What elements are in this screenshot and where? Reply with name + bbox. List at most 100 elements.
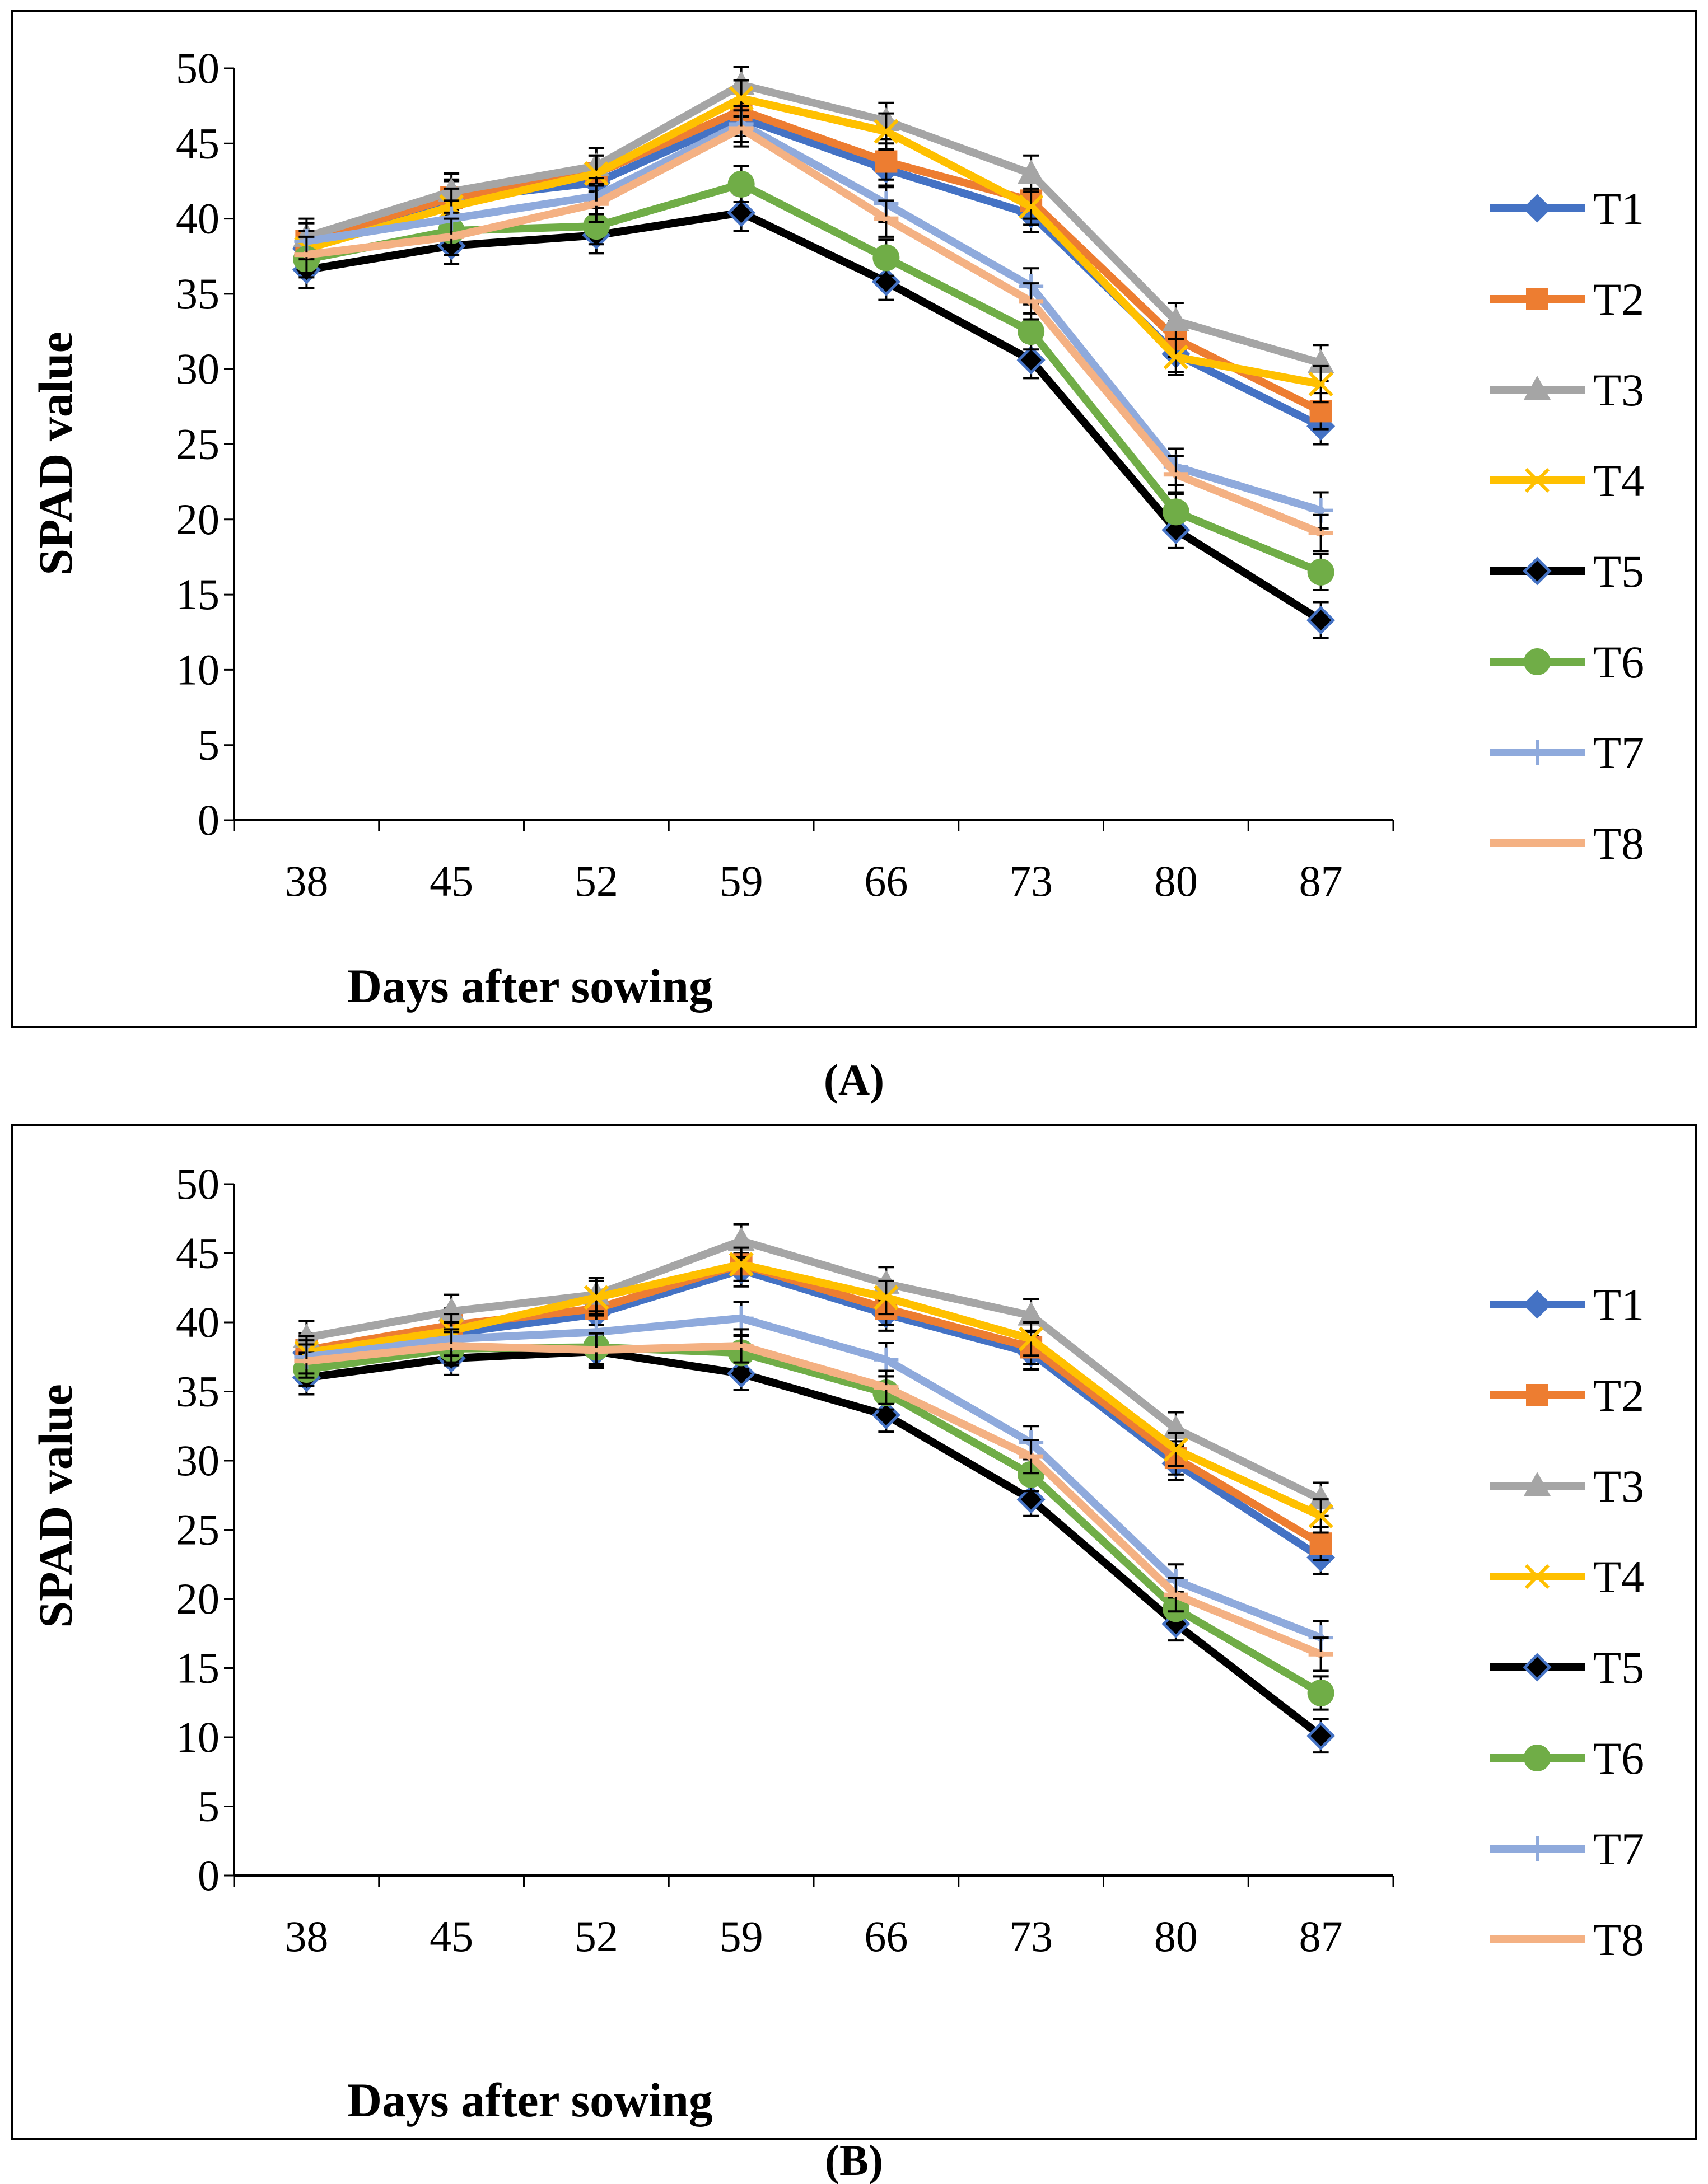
legend-marker — [1526, 288, 1548, 310]
y-tick-label: 30 — [176, 344, 220, 393]
x-tick-label: 87 — [1299, 1912, 1343, 1961]
series-T4-point — [1019, 194, 1044, 219]
panel-a-caption: (A) — [824, 1055, 884, 1104]
y-tick-label: 0 — [198, 796, 220, 844]
legend-label: T2 — [1593, 1370, 1644, 1421]
series-T5-point — [1306, 1721, 1336, 1751]
y-tick-label: 15 — [176, 570, 220, 619]
legend-entry-T3: T3 — [1490, 1461, 1644, 1512]
series-T4-point — [1163, 344, 1189, 370]
series-T3-point — [1018, 160, 1045, 184]
y-tick-label: 5 — [198, 1782, 220, 1831]
series-T5-point — [1306, 606, 1336, 635]
series-T4-point — [1163, 1437, 1189, 1462]
legend-label: T8 — [1593, 1914, 1644, 1965]
legend-marker — [1523, 194, 1552, 223]
panel-a-frame — [11, 10, 1697, 1028]
legend-marker — [1524, 648, 1551, 675]
y-tick-label: 5 — [198, 721, 220, 769]
legend-entry-T6: T6 — [1490, 1733, 1644, 1784]
legend-label: T3 — [1593, 1461, 1644, 1512]
y-tick-label: 15 — [176, 1644, 220, 1692]
series-T4-point — [584, 1285, 609, 1310]
panel-a: Days after sowing SPAD value 0 5 10 15 20 25 3… — [11, 10, 1697, 1028]
series-T4-point — [1308, 371, 1333, 397]
series-T4 — [294, 1246, 1333, 1534]
y-tick-label: 45 — [176, 119, 220, 167]
series-T4-point — [1019, 1326, 1044, 1351]
series-T6-point — [1307, 1679, 1334, 1706]
series-T8 — [294, 1328, 1333, 1672]
legend-label: T3 — [1593, 364, 1644, 415]
y-tick-label: 10 — [176, 1713, 220, 1761]
series-T1-line — [302, 1266, 1325, 1561]
legend-entry-T2: T2 — [1490, 274, 1644, 325]
legend-label: T8 — [1593, 818, 1644, 869]
panel-a-x-axis-title: Days after sowing — [347, 959, 713, 1013]
legend-label: T4 — [1593, 1551, 1644, 1602]
panel-b-frame — [11, 1124, 1697, 2140]
series-T2-point — [875, 150, 898, 173]
series-T6-point — [1307, 558, 1334, 586]
y-tick-label: 20 — [176, 1574, 220, 1623]
legend-entry-T4: T4 — [1490, 455, 1644, 506]
series-T2-line — [302, 106, 1325, 415]
legend-label: T1 — [1593, 183, 1644, 234]
series-T5-point — [727, 198, 756, 227]
x-tick-label: 45 — [430, 857, 473, 905]
series-T5-line — [302, 208, 1325, 624]
x-tick-label: 73 — [1009, 1912, 1053, 1961]
y-tick-label: 35 — [176, 269, 220, 318]
series-T4-point — [1308, 1503, 1333, 1528]
y-tick-label: 40 — [176, 1298, 220, 1346]
series-T8-line — [302, 124, 1325, 537]
legend-entry-T3: T3 — [1490, 364, 1644, 415]
y-tick-label: 50 — [176, 1159, 220, 1208]
series-T8-line — [302, 1341, 1325, 1658]
y-tick-label: 30 — [176, 1436, 220, 1485]
y-tick-label: 40 — [176, 194, 220, 243]
legend-entry-T8: T8 — [1490, 1914, 1644, 1965]
legend-entry-T8: T8 — [1490, 818, 1644, 869]
legend-label: T5 — [1593, 1642, 1644, 1693]
series-T6-point — [1018, 318, 1045, 345]
panel-0-plot: 0 5 10 15 20 25 30 35 40 45 50 38 45 52 59 66 73 80 87 T1 T2… — [176, 44, 1644, 905]
series-T4-point — [729, 1252, 754, 1277]
series-T3-line — [302, 1237, 1325, 1504]
series-T6-point — [727, 170, 755, 198]
series-T4-line — [302, 1260, 1325, 1520]
legend-marker — [1523, 1653, 1552, 1682]
x-tick-label: 59 — [720, 1912, 763, 1961]
panel-b-x-axis-title: Days after sowing — [347, 2073, 713, 2127]
series-T3-point — [1162, 307, 1189, 331]
legend-marker — [1524, 467, 1550, 493]
legend-entry-T1: T1 — [1490, 183, 1644, 234]
panel-b: Days after sowing SPAD value 0 5 10 15 20 25 3… — [11, 1124, 1697, 2140]
legend-label: T4 — [1593, 455, 1644, 506]
series-T7-point — [729, 1306, 754, 1331]
legend-marker — [1523, 1290, 1552, 1319]
y-tick-label: 35 — [176, 1367, 220, 1416]
y-tick-label: 25 — [176, 1505, 220, 1554]
series-T8 — [294, 109, 1333, 553]
legend-label: T7 — [1593, 727, 1644, 778]
y-tick-label: 25 — [176, 420, 220, 469]
series-T7-point — [874, 1347, 899, 1372]
legend-entry-T5: T5 — [1490, 1642, 1644, 1693]
series-T7-line — [302, 1314, 1325, 1642]
series-T3-point — [438, 1297, 465, 1322]
series-T7-line — [302, 120, 1325, 515]
series-T4-point — [584, 161, 609, 186]
legend-marker — [1524, 376, 1551, 400]
series-T3-point — [1018, 1301, 1045, 1326]
series-T2-point — [1309, 1532, 1332, 1555]
series-T3-point — [1307, 1485, 1334, 1510]
x-tick-label: 59 — [720, 857, 763, 905]
x-tick-label: 52 — [575, 1912, 618, 1961]
series-T4-point — [874, 1285, 899, 1310]
series-T6-point — [872, 244, 900, 272]
legend-marker — [1523, 556, 1552, 586]
x-tick-label: 38 — [284, 1912, 328, 1961]
legend-label: T7 — [1593, 1823, 1644, 1874]
